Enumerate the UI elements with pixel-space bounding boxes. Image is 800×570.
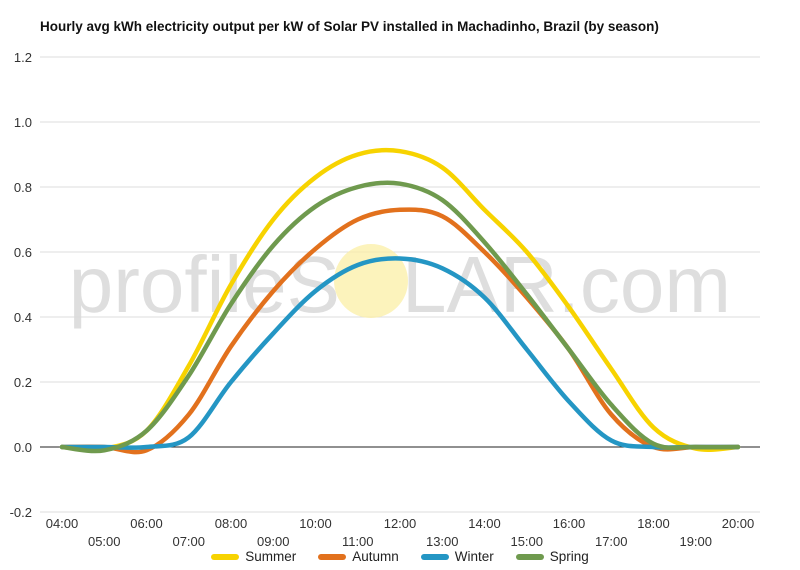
watermark-sun-icon	[334, 244, 408, 318]
watermark: profileS LAR.com	[69, 240, 731, 329]
x-tick-label: 07:00	[172, 534, 205, 549]
x-tick-label: 16:00	[553, 516, 586, 531]
legend-label: Winter	[454, 549, 494, 564]
legend-item-spring[interactable]: Spring	[515, 549, 589, 564]
y-axis-ticks: -0.2 0.0 0.2 0.4 0.6 0.8 1.0 1.2	[10, 50, 32, 520]
x-tick-label: 09:00	[257, 534, 290, 549]
legend-swatch	[211, 553, 240, 560]
legend-label: Summer	[245, 549, 297, 564]
legend-swatch	[515, 553, 544, 560]
series-line-winter	[59, 256, 741, 450]
legend-label: Spring	[549, 549, 589, 564]
legend-label: Autumn	[352, 549, 399, 564]
x-tick-label: 06:00	[130, 516, 163, 531]
watermark-text-right: LAR.com	[402, 240, 731, 329]
legend-item-winter[interactable]: Winter	[420, 549, 494, 564]
series-line-autumn	[59, 207, 741, 455]
watermark-text-left: profileS	[69, 240, 340, 329]
x-tick-label: 05:00	[88, 534, 121, 549]
legend-item-summer[interactable]: Summer	[211, 549, 296, 564]
x-tick-label: 20:00	[722, 516, 755, 531]
legend-swatch	[318, 553, 347, 560]
series-line-summer	[59, 147, 741, 453]
x-tick-label: 12:00	[384, 516, 417, 531]
y-tick-label: 0.2	[14, 375, 32, 390]
x-tick-label: 17:00	[595, 534, 628, 549]
x-tick-label: 18:00	[637, 516, 670, 531]
x-tick-label: 19:00	[679, 534, 712, 549]
y-tick-label: 0.4	[14, 310, 32, 325]
x-tick-label: 08:00	[215, 516, 248, 531]
y-tick-label: 0.0	[14, 440, 32, 455]
series-layer	[59, 147, 741, 455]
y-tick-label: 0.8	[14, 180, 32, 195]
x-tick-label: 13:00	[426, 534, 459, 549]
series-line-spring	[59, 180, 741, 454]
x-tick-label: 10:00	[299, 516, 332, 531]
legend-item-autumn[interactable]: Autumn	[318, 549, 399, 564]
y-tick-label: -0.2	[10, 505, 32, 520]
legend: Summer Autumn Winter Spring	[0, 549, 800, 564]
x-tick-label: 11:00	[342, 534, 374, 549]
x-tick-label: 14:00	[468, 516, 501, 531]
y-tick-label: 0.6	[14, 245, 32, 260]
chart-title: Hourly avg kWh electricity output per kW…	[40, 19, 659, 34]
x-tick-label: 04:00	[46, 516, 79, 531]
y-tick-label: 1.0	[14, 115, 32, 130]
x-axis-ticks: 04:00 05:00 06:00 07:00 08:00 09:00 10:00 11:00…	[46, 516, 755, 549]
legend-swatch	[420, 553, 449, 560]
y-tick-label: 1.2	[14, 50, 32, 65]
x-tick-label: 15:00	[510, 534, 543, 549]
